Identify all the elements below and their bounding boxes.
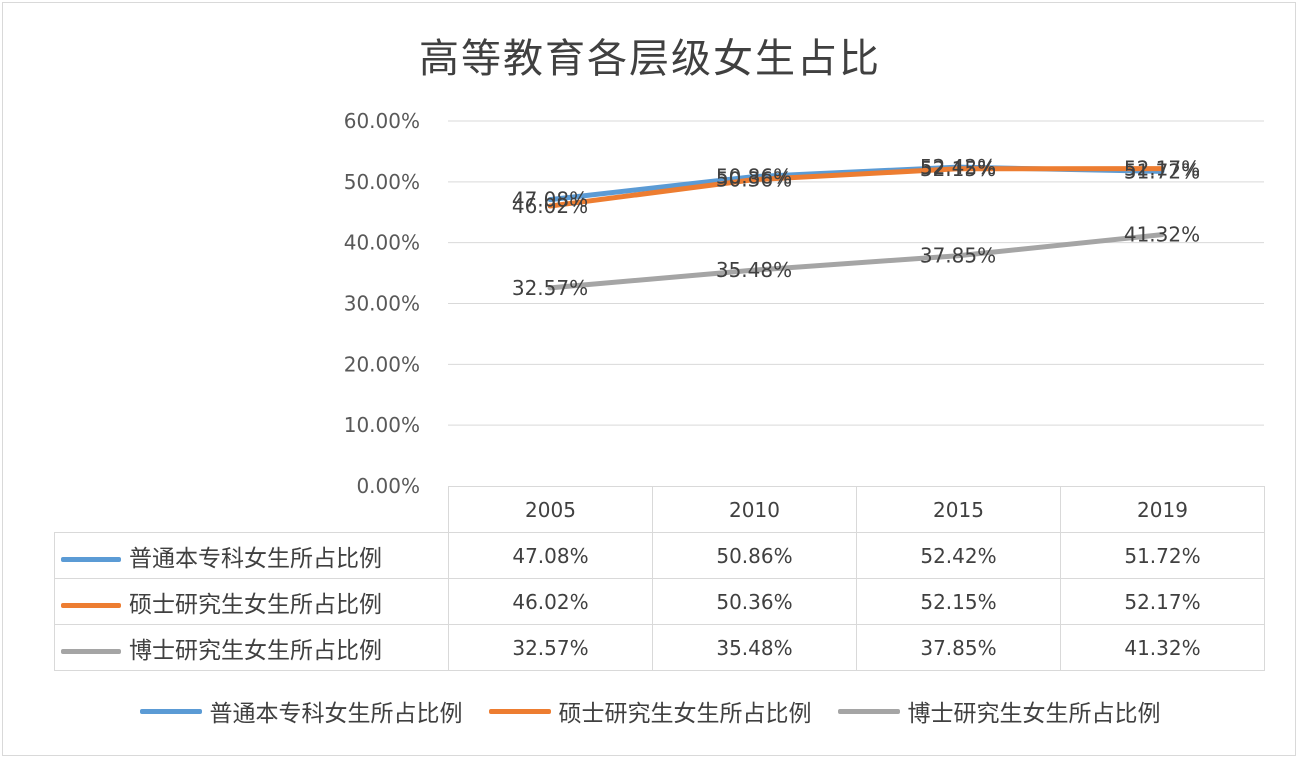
table-series-name: 硕士研究生女生所占比例 <box>54 578 449 625</box>
legend: 普通本专科女生所占比例 硕士研究生女生所占比例 博士研究生女生所占比例 <box>0 694 1300 728</box>
table-row: 博士研究生女生所占比例 32.57% 35.48% 37.85% 41.32% <box>54 624 1265 671</box>
table-series-name: 普通本专科女生所占比例 <box>54 532 449 579</box>
series-swatch <box>61 649 121 654</box>
legend-swatch <box>837 708 900 714</box>
legend-label: 普通本专科女生所占比例 <box>209 701 463 727</box>
data-label: 32.57% <box>512 276 588 300</box>
legend-item: 普通本专科女生所占比例 <box>139 694 463 728</box>
table-row: 硕士研究生女生所占比例 46.02% 50.36% 52.15% 52.17% <box>54 578 1265 625</box>
data-table: 2005 2010 2015 2019 普通本专科女生所占比例 47.08% 50.86% 5… <box>54 486 1265 671</box>
table-header-row: 2005 2010 2015 2019 <box>55 486 1265 533</box>
table-cell: 32.57% <box>448 624 653 671</box>
y-tick-label: 30.00% <box>344 292 420 316</box>
data-label: 47.08% <box>512 188 588 212</box>
series-line-2 <box>547 166 1165 209</box>
table-series-name: 博士研究生女生所占比例 <box>54 624 449 671</box>
y-tick-label: 0.00% <box>356 474 420 498</box>
table-cell: 50.36% <box>652 578 857 625</box>
table-cell: 50.86% <box>652 532 857 579</box>
table-category-header: 2005 <box>448 486 653 533</box>
table-corner <box>55 487 449 533</box>
table-cell: 46.02% <box>448 578 653 625</box>
table-category-header: 2019 <box>1060 486 1265 533</box>
y-tick-label: 10.00% <box>344 413 420 437</box>
data-label: 46.02% <box>512 194 588 218</box>
y-tick-label: 40.00% <box>344 231 420 255</box>
data-label: 50.36% <box>716 168 792 192</box>
data-label: 37.85% <box>920 244 996 268</box>
series-swatch <box>61 603 121 608</box>
y-tick-label: 50.00% <box>344 170 420 194</box>
data-label: 51.72% <box>1124 159 1200 183</box>
series-line-3 <box>547 232 1165 291</box>
table-cell: 41.32% <box>1060 624 1265 671</box>
data-label: 50.86% <box>716 165 792 189</box>
table-cell: 35.48% <box>652 624 857 671</box>
legend-item: 硕士研究生女生所占比例 <box>488 694 812 728</box>
legend-swatch <box>139 708 202 714</box>
data-label: 52.15% <box>920 157 996 181</box>
table-cell: 47.08% <box>448 532 653 579</box>
y-tick-label: 60.00% <box>344 109 420 133</box>
data-label: 35.48% <box>716 258 792 282</box>
data-label: 41.32% <box>1124 223 1200 247</box>
data-label: 52.42% <box>920 155 996 179</box>
legend-item: 博士研究生女生所占比例 <box>837 694 1161 728</box>
legend-label: 硕士研究生女生所占比例 <box>558 701 812 727</box>
table-cell: 51.72% <box>1060 532 1265 579</box>
series-swatch <box>61 557 121 562</box>
y-tick-label: 20.00% <box>344 352 420 376</box>
legend-label: 博士研究生女生所占比例 <box>907 701 1161 727</box>
chart-title: 高等教育各层级女生占比 <box>419 36 881 82</box>
data-label: 52.17% <box>1124 157 1200 181</box>
table-category-header: 2010 <box>652 486 857 533</box>
table-cell: 52.15% <box>856 578 1061 625</box>
table-category-header: 2015 <box>856 486 1061 533</box>
table-row: 普通本专科女生所占比例 47.08% 50.86% 52.42% 51.72% <box>54 532 1265 579</box>
table-cell: 52.17% <box>1060 578 1265 625</box>
legend-swatch <box>488 708 551 714</box>
table-cell: 37.85% <box>856 624 1061 671</box>
table-cell: 52.42% <box>856 532 1061 579</box>
